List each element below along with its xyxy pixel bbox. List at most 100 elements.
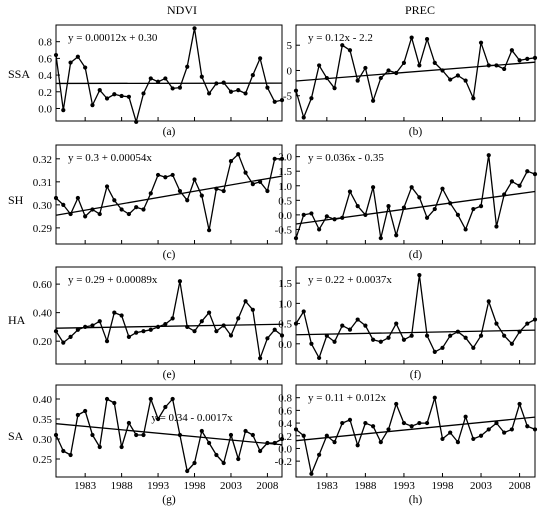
data-point-c-23 (221, 188, 226, 194)
data-point-g-30 (272, 440, 277, 446)
data-point-h-30 (525, 424, 530, 429)
data-point-b-18 (432, 60, 437, 65)
x-tick-label-g-0: 1983 (74, 480, 97, 492)
data-point-c-9 (119, 207, 124, 212)
equation-e: y = 0.29 + 0.00089x (68, 274, 158, 286)
data-point-f-19 (440, 345, 445, 350)
plot-frame-e (55, 266, 283, 365)
data-point-g-24 (228, 432, 234, 438)
x-tick-label-h-4: 2003 (470, 480, 493, 492)
data-point-c-2 (68, 211, 73, 217)
data-point-f-10 (370, 337, 376, 342)
data-point-a-31 (279, 98, 285, 103)
data-point-a-21 (206, 91, 212, 96)
data-point-g-21 (206, 440, 212, 446)
data-point-b-27 (502, 66, 507, 72)
plot-frame-a (55, 24, 283, 122)
data-point-d-0 (293, 236, 299, 241)
data-point-f-6 (340, 323, 345, 328)
data-point-e-6 (97, 319, 102, 324)
data-point-g-9 (119, 444, 124, 450)
data-point-g-12 (141, 432, 146, 438)
x-tick-label-g-3: 1998 (184, 480, 207, 492)
series-line-c (55, 153, 282, 231)
data-point-h-24 (478, 433, 484, 438)
data-point-d-23 (471, 206, 476, 212)
data-point-e-10 (126, 334, 132, 339)
plot-frame-g (55, 384, 283, 478)
y-tick-label-b-0: -5 (283, 91, 293, 103)
data-point-f-20 (448, 333, 453, 338)
data-point-f-2 (309, 341, 314, 346)
data-point-f-9 (363, 323, 368, 328)
panel-h: -0.20.00.20.40.60.8 1983 1988 1993 1998 2003 2… (275, 384, 538, 506)
data-point-g-8 (112, 400, 117, 406)
data-point-h-9 (363, 420, 368, 426)
data-point-e-19 (192, 329, 197, 334)
data-point-f-12 (386, 335, 391, 340)
data-point-c-1 (61, 202, 66, 207)
panel-label-b: (b) (409, 126, 423, 138)
data-point-h-10 (370, 424, 376, 429)
data-point-d-31 (532, 172, 538, 177)
data-point-e-23 (221, 323, 226, 328)
data-point-b-26 (494, 63, 499, 68)
data-point-d-21 (455, 212, 461, 217)
data-point-c-3 (75, 195, 80, 201)
series-line-f (295, 274, 536, 359)
plot-frame-f (295, 266, 536, 365)
row-label-ha: HA (8, 313, 26, 327)
y-tick-label-h-0: -0.2 (275, 456, 292, 468)
data-point-g-2 (68, 452, 73, 458)
data-point-b-9 (363, 65, 368, 71)
data-point-h-28 (509, 427, 514, 432)
y-tick-label-a-0: 0.0 (38, 103, 52, 115)
equation-g: y = 0.34 - 0.0017x (151, 412, 233, 424)
data-point-c-19 (192, 177, 197, 182)
x-tick-label-h-1: 1988 (354, 480, 377, 492)
data-point-d-29 (517, 183, 522, 188)
data-point-b-12 (386, 68, 391, 73)
data-point-d-30 (525, 169, 530, 174)
data-point-b-1 (301, 115, 306, 120)
data-point-d-16 (417, 195, 422, 200)
data-point-a-7 (104, 96, 110, 101)
data-point-h-2 (309, 471, 314, 476)
data-point-h-19 (440, 436, 445, 442)
trend-line-b (295, 61, 536, 82)
data-point-a-8 (112, 92, 117, 97)
data-point-b-6 (340, 43, 345, 48)
data-point-c-24 (228, 159, 234, 164)
equation-a: y = 0.00012x + 0.30 (68, 32, 158, 44)
data-point-a-17 (177, 85, 183, 90)
data-point-a-26 (243, 91, 248, 96)
data-point-b-21 (455, 73, 461, 78)
data-point-h-7 (347, 417, 353, 422)
data-point-d-18 (432, 206, 437, 212)
data-point-h-14 (401, 420, 407, 426)
data-point-h-21 (455, 440, 461, 445)
data-point-a-28 (258, 56, 263, 61)
data-point-g-22 (214, 452, 219, 458)
equation-f: y = 0.22 + 0.0037x (308, 274, 392, 286)
data-point-f-17 (424, 333, 430, 338)
data-point-d-10 (370, 185, 376, 190)
data-point-d-24 (478, 204, 484, 209)
data-point-b-31 (532, 55, 538, 60)
x-tick-label-h-2: 1993 (393, 480, 416, 492)
data-point-c-8 (112, 198, 117, 203)
data-point-a-11 (134, 119, 139, 124)
data-point-d-14 (401, 205, 407, 210)
data-point-g-15 (163, 404, 168, 410)
data-point-g-11 (134, 432, 139, 438)
data-point-h-22 (463, 414, 468, 419)
data-point-a-6 (97, 88, 102, 93)
y-tick-label-h-2: 0.2 (278, 431, 292, 443)
equation-b: y = 0.12x - 2.2 (308, 32, 373, 44)
data-point-f-4 (324, 333, 329, 338)
data-point-h-1 (301, 433, 306, 438)
panel-label-h: (h) (409, 494, 423, 506)
data-point-h-4 (324, 433, 329, 438)
data-point-e-0 (53, 329, 59, 334)
data-point-f-11 (378, 339, 383, 344)
